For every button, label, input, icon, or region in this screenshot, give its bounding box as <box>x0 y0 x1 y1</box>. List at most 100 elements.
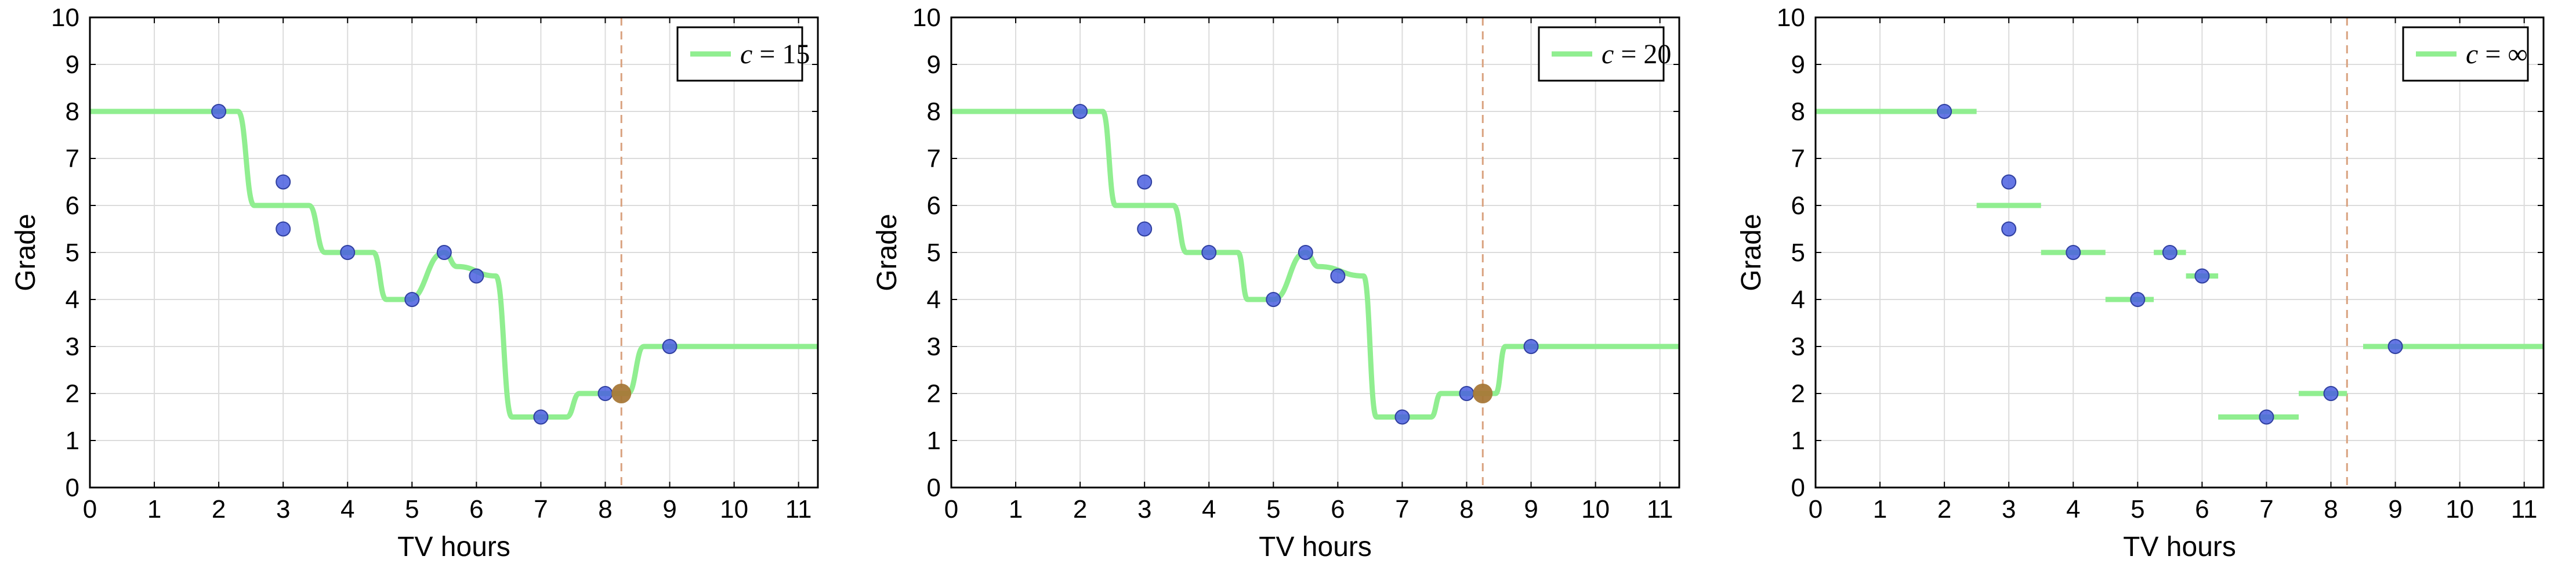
y-tick-label: 1 <box>1791 427 1805 455</box>
y-tick-label: 7 <box>66 145 79 173</box>
data-point <box>1523 339 1539 354</box>
x-tick-label: 6 <box>1331 495 1345 524</box>
y-tick-label: 5 <box>1791 239 1805 267</box>
x-tick-label: 8 <box>2324 495 2338 524</box>
x-tick-label: 2 <box>1073 495 1087 524</box>
chart-panel-c20: 0 1 2 3 4 5 6 7 8 9 10 11 0 1 2 3 4 5 6 7 8 9 10 TV hours Grade c… <box>872 3 1680 562</box>
y-tick-label: 4 <box>927 286 941 314</box>
data-point <box>1394 409 1410 425</box>
legend-value: ∞ <box>2508 39 2527 70</box>
y-tick-label: 8 <box>1791 98 1805 126</box>
y-tick-label: 6 <box>1791 192 1805 220</box>
x-axis-label: TV hours <box>397 532 510 562</box>
y-axis-label: Grade <box>1736 214 1767 291</box>
plot-area <box>1816 17 2544 488</box>
data-point <box>2323 386 2339 401</box>
x-axis-label: TV hours <box>2123 532 2236 562</box>
x-tick-label: 8 <box>598 495 612 524</box>
x-tick-label: 3 <box>2002 495 2016 524</box>
x-tick-label: 6 <box>469 495 483 524</box>
chart-panel-c15: 0 1 2 3 4 5 6 7 8 9 10 11 0 1 2 3 4 5 6 7 8 9 10 TV hours Grade c… <box>10 3 819 562</box>
data-point <box>2066 245 2081 260</box>
y-tick-label: 0 <box>1791 474 1805 502</box>
x-tick-label: 4 <box>2066 495 2080 524</box>
y-axis-label: Grade <box>10 214 41 291</box>
y-tick-label: 8 <box>66 98 79 126</box>
x-tick-label: 1 <box>1009 495 1023 524</box>
x-tick-label: 11 <box>2511 495 2538 524</box>
x-tick-label: 4 <box>1202 495 1216 524</box>
y-tick-label: 10 <box>51 3 79 32</box>
x-tick-label: 1 <box>1873 495 1887 524</box>
y-axis-label: Grade <box>872 214 903 291</box>
legend-value: 20 <box>1643 39 1671 70</box>
y-tick-label: 3 <box>66 333 79 361</box>
legend-label: c = 15 <box>740 39 810 70</box>
x-tick-label: 11 <box>785 495 812 524</box>
y-tick-label: 0 <box>927 474 941 502</box>
fitted-curve <box>90 109 818 420</box>
y-tick-label: 4 <box>1791 286 1805 314</box>
data-point <box>1937 104 1952 119</box>
y-tick-label: 9 <box>66 50 79 79</box>
x-tick-label: 4 <box>340 495 354 524</box>
data-point <box>2387 339 2403 354</box>
x-tick-label: 9 <box>1524 495 1538 524</box>
highlight-point <box>611 384 632 403</box>
y-tick-label: 0 <box>66 474 79 502</box>
x-tick-label: 10 <box>720 495 748 524</box>
data-point <box>1266 292 1281 307</box>
x-tick-label: 9 <box>662 495 676 524</box>
plot-frame <box>89 16 819 489</box>
y-tick-label: 3 <box>927 333 941 361</box>
legend: c = 20 <box>1538 26 1671 82</box>
x-tick-label: 7 <box>2259 495 2273 524</box>
data-point <box>469 268 484 284</box>
data-point <box>340 245 356 260</box>
data-point <box>2259 409 2274 425</box>
x-tick-label: 5 <box>1266 495 1280 524</box>
highlight-point <box>1473 384 1493 403</box>
x-axis-label: TV hours <box>1259 532 1372 562</box>
legend: c = 15 <box>676 26 810 82</box>
x-tick-label: 5 <box>2131 495 2144 524</box>
y-tick-label: 3 <box>1791 333 1805 361</box>
legend-value: 15 <box>782 39 810 70</box>
data-point <box>2162 245 2178 260</box>
x-tick-label: 0 <box>944 495 958 524</box>
x-tick-label: 7 <box>534 495 548 524</box>
data-point <box>2001 221 2017 237</box>
legend-label: c = ∞ <box>2466 39 2528 70</box>
y-tick-label: 2 <box>66 380 79 408</box>
x-tick-label: 10 <box>1581 495 1610 524</box>
data-point <box>533 409 549 425</box>
x-tick-label: 7 <box>1395 495 1409 524</box>
x-tick-label: 0 <box>1809 495 1823 524</box>
x-tick-label: 5 <box>405 495 419 524</box>
y-tick-label: 7 <box>927 145 941 173</box>
x-tick-label: 2 <box>1937 495 1951 524</box>
x-tick-label: 11 <box>1647 495 1673 524</box>
plot-area <box>951 17 1679 488</box>
data-point <box>436 245 452 260</box>
y-tick-label: 7 <box>1791 145 1805 173</box>
data-point <box>276 174 291 190</box>
data-point <box>597 386 613 401</box>
plot-frame <box>1814 16 2545 489</box>
legend-label: c = 20 <box>1602 39 1671 70</box>
data-point <box>1330 268 1346 284</box>
plot-area <box>90 17 818 488</box>
x-tick-label: 9 <box>2388 495 2402 524</box>
legend-eq: = <box>1614 39 1643 70</box>
y-tick-label: 9 <box>927 50 941 79</box>
y-tick-label: 8 <box>927 98 941 126</box>
x-tick-label: 6 <box>2195 495 2209 524</box>
data-point <box>2194 268 2210 284</box>
plot-frame <box>950 16 1680 489</box>
y-tick-label: 9 <box>1791 50 1805 79</box>
y-tick-label: 6 <box>66 192 79 220</box>
y-tick-label: 1 <box>66 427 79 455</box>
data-point <box>662 339 677 354</box>
legend-eq: = <box>752 39 782 70</box>
